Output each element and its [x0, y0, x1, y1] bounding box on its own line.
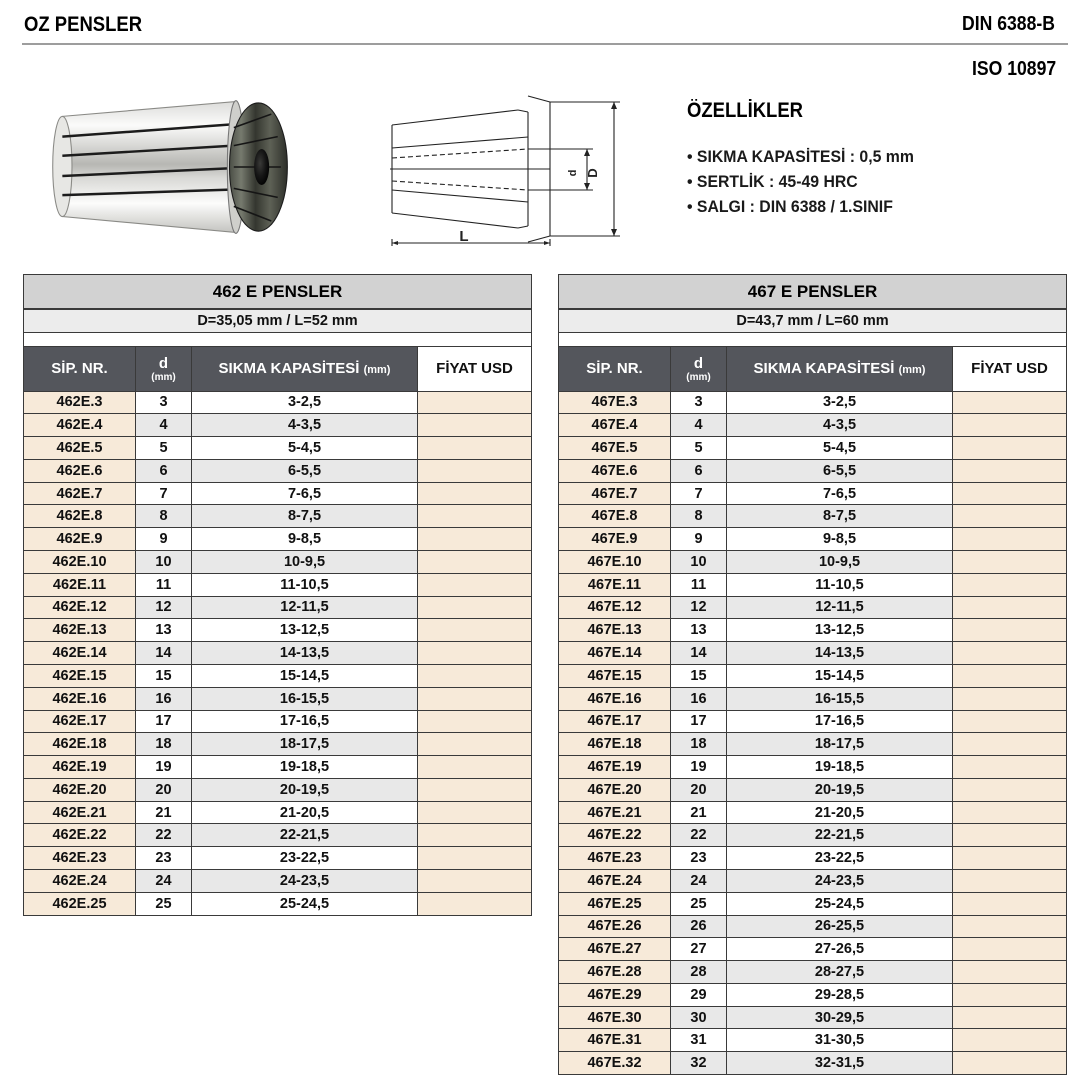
svg-text:L: L: [459, 228, 468, 245]
svg-text:D: D: [585, 168, 600, 177]
svg-text:d: d: [567, 170, 579, 177]
